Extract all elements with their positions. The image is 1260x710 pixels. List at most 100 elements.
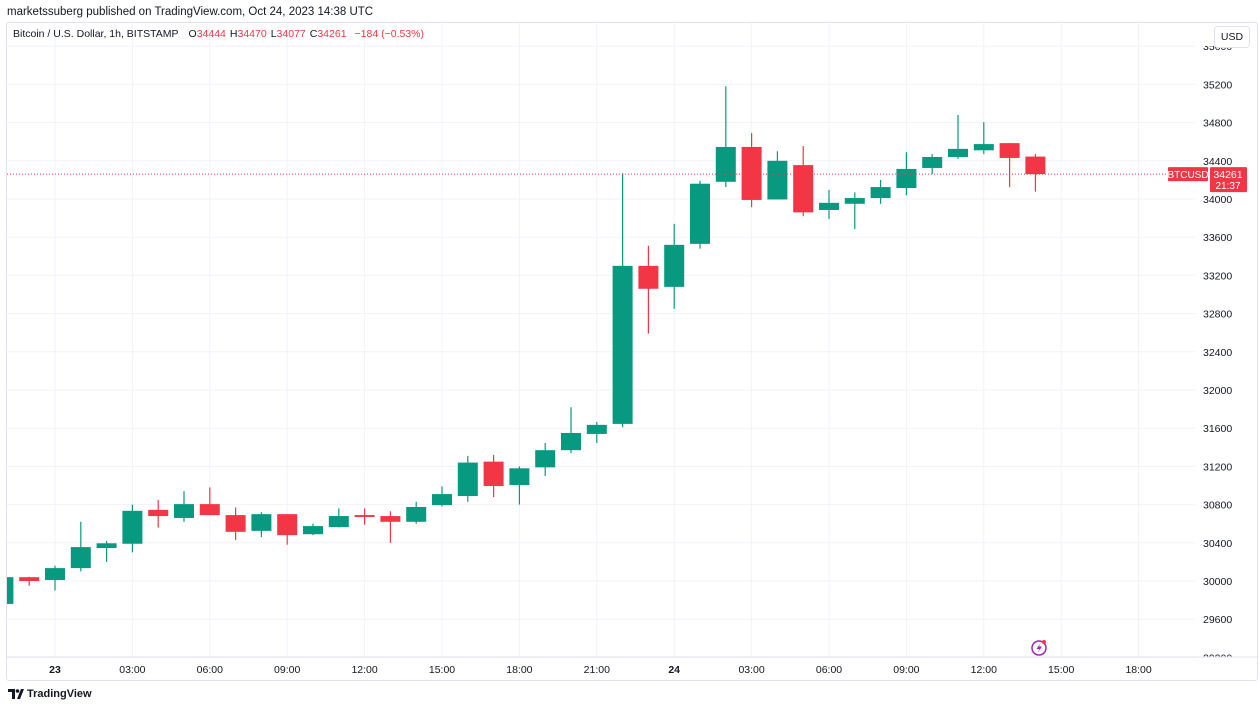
x-tick-label: 21:00 [584,664,610,676]
candle-body[interactable] [922,156,943,168]
tradingview-logo-icon [8,689,24,699]
lightning-alert-icon[interactable] [1031,640,1047,656]
candles [0,86,1046,604]
candle-body[interactable] [870,187,891,199]
x-tick-label: 12:00 [351,664,377,676]
candle-body[interactable] [303,526,323,535]
price-tag-value: 34261 [1213,169,1242,181]
y-tick-label: 30400 [1203,538,1232,550]
candle-body[interactable] [70,547,91,569]
price-tag-bg [1210,167,1247,193]
y-tick-label: 35200 [1203,79,1232,91]
notification-dot-icon [1042,640,1046,644]
candle-body[interactable] [432,494,452,506]
candle-body[interactable] [844,198,865,204]
symbol-tag-bg [1168,167,1208,182]
x-tick-label: 03:00 [119,664,145,676]
chart-frame [6,22,1258,681]
candle-body[interactable] [896,168,917,189]
symbol-tag: BTCUSD [1167,170,1208,181]
candle-body[interactable] [690,183,710,244]
candle-body[interactable] [664,244,685,287]
footer-brand: TradingView [27,688,92,700]
y-tick-label: 34000 [1203,194,1232,206]
candle-body[interactable] [793,165,814,213]
candle-body[interactable] [715,146,736,182]
y-tick-label: 31600 [1203,423,1232,435]
candle-body[interactable] [148,509,169,517]
price-tag-countdown: 21:37 [1215,181,1240,192]
candle-body[interactable] [535,450,556,468]
candle-body[interactable] [741,146,762,200]
candle-body[interactable] [0,577,14,604]
candle-body[interactable] [380,516,401,522]
y-tick-label: 29600 [1203,614,1232,626]
y-tick-label: 32400 [1203,347,1232,359]
open-value: 34444 [196,28,226,40]
tradingview-footer: TradingView [8,688,92,700]
high-value: 34470 [237,28,267,40]
candle-body[interactable] [45,568,65,581]
candle-body[interactable] [767,160,788,200]
open-label: O [188,28,197,40]
candle-body[interactable] [19,577,40,581]
y-tick-label: 34400 [1203,156,1232,168]
candle-body[interactable] [612,265,633,424]
publisher-line: marketssuberg published on TradingView.c… [7,6,374,18]
x-tick-label: 15:00 [1048,664,1074,676]
x-tick-label: 15:00 [429,664,455,676]
low-value: 34077 [276,28,306,40]
candle-body[interactable] [354,515,375,518]
candle-body[interactable] [509,468,530,486]
candle-body[interactable] [561,432,581,451]
candle-body[interactable] [586,424,607,434]
y-tick-label: 29200 [1203,652,1232,664]
y-tick-label: 33600 [1203,232,1232,244]
y-tick-label: 30000 [1203,576,1232,588]
candle-body[interactable] [251,514,272,531]
y-tick-label: 32800 [1203,309,1232,321]
candle-body[interactable] [483,461,504,486]
x-tick-label: 18:00 [1125,664,1151,676]
close-label: C [309,28,318,40]
symbol-legend: Bitcoin / U.S. Dollar, 1h, BITSTAMP O344… [13,28,424,40]
y-tick-label: 31200 [1203,461,1232,473]
candle-body[interactable] [277,514,298,536]
x-tick-label: 03:00 [738,664,764,676]
y-tick-label: 32000 [1203,385,1232,397]
change-value: −184 (−0.53%) [354,28,425,40]
high-label: H [229,28,238,40]
y-tick-label: 33200 [1203,270,1232,282]
candle-body[interactable] [638,265,659,289]
candle-body[interactable] [174,504,194,518]
lightning-bolt-icon [1036,643,1042,653]
currency-button[interactable]: USD [1214,26,1250,48]
candle-body[interactable] [1025,156,1046,175]
candle-body[interactable] [948,148,968,157]
candle-body[interactable] [819,202,839,210]
x-tick-label: 09:00 [893,664,919,676]
symbol-title: Bitcoin / U.S. Dollar, 1h, BITSTAMP [13,28,179,40]
candle-body[interactable] [999,143,1020,158]
candle-body[interactable] [406,506,427,522]
candle-body[interactable] [328,516,349,528]
x-tick-label: 18:00 [506,664,532,676]
x-tick-label: 24 [668,664,680,676]
candle-body[interactable] [96,543,117,549]
candle-body[interactable] [225,515,246,532]
y-tick-label: 35600 [1203,41,1232,53]
y-tick-label: 30800 [1203,500,1232,512]
candle-body[interactable] [122,510,143,544]
close-value: 34261 [317,28,347,40]
x-tick-label: 12:00 [971,664,997,676]
x-tick-label: 09:00 [274,664,300,676]
x-tick-label: 06:00 [197,664,223,676]
y-tick-label: 34800 [1203,118,1232,130]
candle-body[interactable] [973,144,994,151]
candle-body[interactable] [199,504,220,516]
x-tick-label: 06:00 [816,664,842,676]
candle-body[interactable] [457,462,478,497]
x-tick-label: 23 [49,664,61,676]
low-label: L [270,28,277,40]
